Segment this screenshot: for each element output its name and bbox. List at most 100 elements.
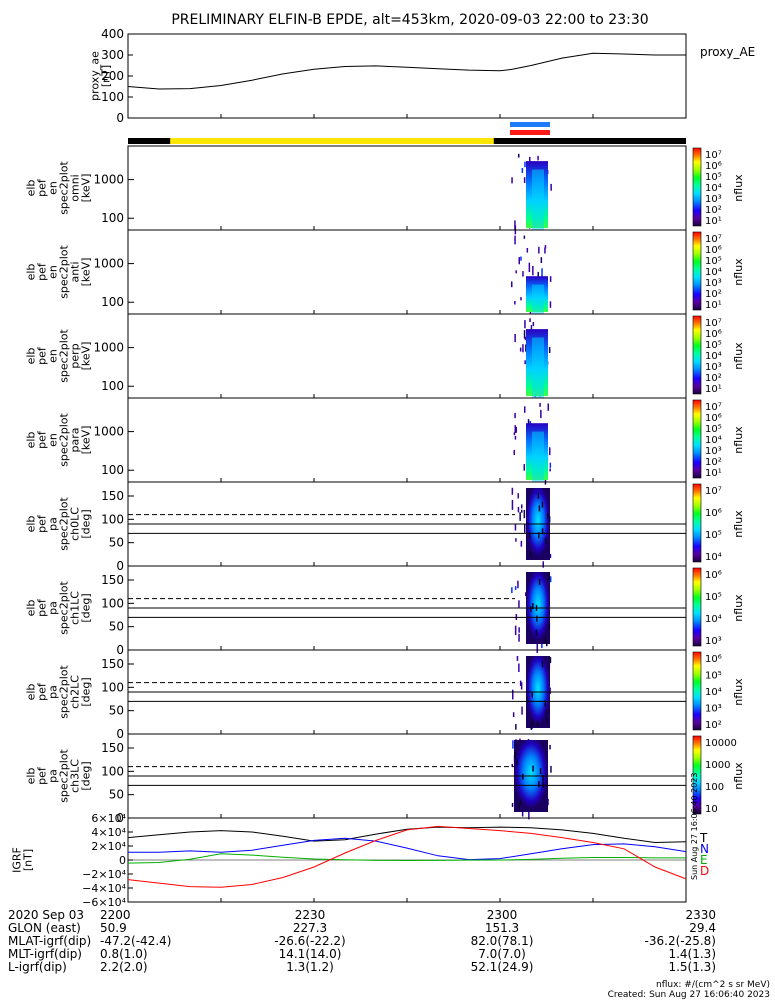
colorbar-tick-label: 10⁴ xyxy=(705,435,722,446)
spec-ylabel-line: en xyxy=(47,181,60,195)
colorbar-tick-label: 10⁷ xyxy=(705,486,722,497)
spec-ylabel-line: ch1LC xyxy=(69,591,82,625)
spec-speckle xyxy=(537,271,539,279)
colorbar-tick-label: 10² xyxy=(705,720,722,731)
spec-speckle xyxy=(521,168,524,173)
spec-frame xyxy=(127,397,687,483)
spec-speckle xyxy=(515,270,517,274)
spec-streak xyxy=(522,773,524,780)
ae-ylabel-line: proxy_ae xyxy=(89,51,102,101)
colorbar-tick-label: 10⁵ xyxy=(705,671,722,682)
colorbar-tick-label: 10⁶ xyxy=(705,161,722,172)
igrf-series-E xyxy=(127,853,686,864)
spec-speckle xyxy=(529,318,531,322)
spec-speckle xyxy=(511,281,513,288)
spec-ylabel-line: elb xyxy=(25,264,38,281)
spec-streak xyxy=(532,765,534,772)
spec-ytick-label: 100 xyxy=(101,596,124,610)
colorbar-tick-label: 10² xyxy=(705,205,722,216)
spec-ylabel-line: [deg] xyxy=(80,677,93,706)
spec-speckle xyxy=(522,271,524,277)
colorbar-tick-label: 10³ xyxy=(705,362,722,373)
spec-speckle xyxy=(524,360,526,365)
table-cell: 2200 xyxy=(100,908,131,922)
colorbar-tick-label: 10³ xyxy=(705,704,722,715)
colorbar-tick-label: 10⁵ xyxy=(705,256,722,267)
spec-ylabel-line: spec2plot xyxy=(58,161,71,215)
colorbar-label-text: nflux xyxy=(732,174,745,202)
spec-speckle xyxy=(514,301,516,305)
spec-ylabel-line: spec2plot xyxy=(58,329,71,383)
spec-speckle xyxy=(550,183,552,191)
spec-speckle xyxy=(541,268,543,278)
spec-speckle xyxy=(549,447,551,456)
table-row-label: GLON (east) xyxy=(8,921,81,935)
colorbar-tick-label: 10¹ xyxy=(705,300,722,311)
spec-ylabel-line: pa xyxy=(47,601,60,615)
spec-ylabel-line: pef xyxy=(36,430,49,449)
colorbar-tick-label: 100 xyxy=(705,782,724,793)
spec-speckle xyxy=(517,580,519,589)
spec-streak xyxy=(549,657,552,664)
spec-ylabel-line: pef xyxy=(36,178,49,197)
table-cell: 2330 xyxy=(685,908,716,922)
spec-ylabel-line: pef xyxy=(36,766,49,785)
spec-ylabel-line: anti xyxy=(69,261,82,282)
colorbar-label: nflux xyxy=(732,594,745,622)
spec-ytick-label: 1000 xyxy=(93,257,124,271)
spec-speckle xyxy=(512,740,514,749)
spec-frame xyxy=(127,313,687,399)
colorbar-tick-label: 10⁶ xyxy=(705,654,722,665)
sci-bar-yellow xyxy=(170,138,494,144)
table-cell: 1.3(1.2) xyxy=(286,960,334,974)
ae-legend: proxy_AE xyxy=(700,45,755,59)
units-footnote: nflux: #/(cm^2 s sr MeV) xyxy=(656,980,770,990)
spec-speckle xyxy=(538,246,540,254)
colorbar-label: nflux xyxy=(732,426,745,454)
spec-streak xyxy=(546,718,548,725)
colorbar-tick-label: 10³ xyxy=(705,636,722,647)
spec-streak xyxy=(541,528,544,535)
spec-streak xyxy=(530,723,532,730)
spec-streak xyxy=(544,700,546,707)
spec-streak xyxy=(541,501,544,508)
igrf-ytick-label: 0 xyxy=(119,854,126,867)
spec-streak xyxy=(530,606,532,613)
colorbar-tick-label: 10⁷ xyxy=(705,402,722,413)
colorbar-tick-label: 10³ xyxy=(705,278,722,289)
colorbar-label: nflux xyxy=(732,510,745,538)
colorbar-tick-label: 10⁶ xyxy=(705,245,722,256)
table-row-label: L-igrf(dip) xyxy=(8,960,67,974)
spec-panel-perp: 1000100elbpefenspec2plotperp[keV]10⁷10⁶1… xyxy=(25,313,745,399)
spec-ylabel-line: en xyxy=(47,349,60,363)
table-row-label: 2020 Sep 03 xyxy=(8,908,84,922)
spec-ytick-label: 0 xyxy=(116,643,124,657)
spec-speckle xyxy=(515,724,517,730)
spec-speckle xyxy=(523,464,525,471)
spec-speckle xyxy=(523,509,526,519)
igrf-legend-E: E xyxy=(700,853,708,867)
spec-streak xyxy=(548,516,551,523)
spec-speckle xyxy=(526,248,529,253)
spec-ylabel-line: spec2plot xyxy=(58,665,71,719)
spec-speckle xyxy=(537,155,539,161)
spec-streak xyxy=(546,512,549,519)
table-cell: -26.6(-22.2) xyxy=(274,934,345,948)
spec-speckle xyxy=(549,276,552,282)
spec-ylabel-line: para xyxy=(69,428,82,453)
spec-ylabel-line: elb xyxy=(25,684,38,701)
spec-ytick-label: 150 xyxy=(101,489,124,503)
spec-speckle xyxy=(518,600,520,608)
spec-speckle xyxy=(524,320,526,329)
igrf-legend-N: N xyxy=(700,842,709,856)
spec-speckle xyxy=(514,625,517,636)
spec-ylabel-line: ch0LC xyxy=(69,507,82,541)
colorbar-tick-label: 10¹ xyxy=(705,384,722,395)
spec-streak xyxy=(542,781,544,788)
ae-line xyxy=(127,52,686,90)
